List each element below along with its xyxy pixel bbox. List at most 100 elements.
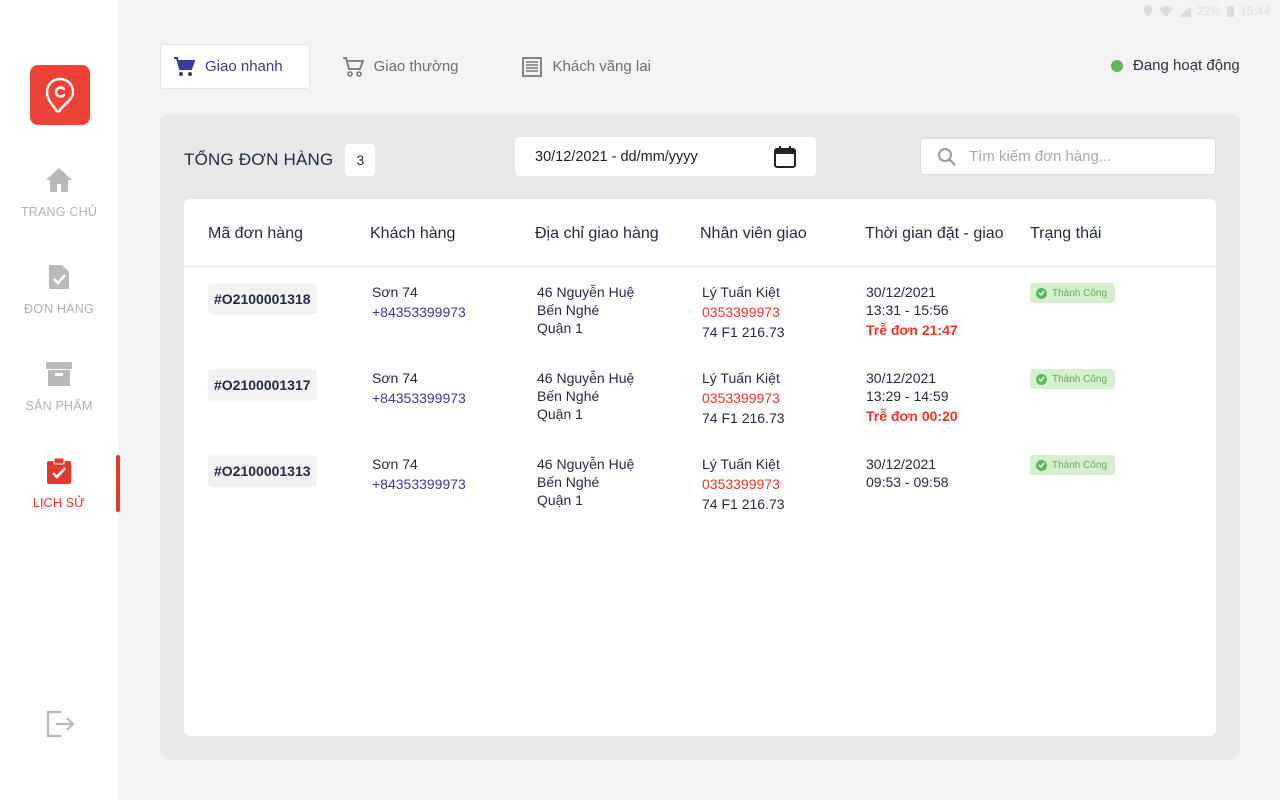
customer-phone[interactable]: +84353399973	[372, 476, 466, 492]
address-line: Quận 1	[537, 406, 583, 422]
location-icon	[1143, 5, 1152, 17]
search-box	[920, 138, 1216, 175]
staff-cell: Lý Tuấn Kiệt 0353399973 74 F1 216.73	[702, 369, 785, 427]
wifi-icon	[1158, 5, 1173, 17]
tab-label: Giao thường	[373, 58, 459, 75]
order-date: 30/12/2021	[866, 284, 937, 300]
customer-name: Sơn 74	[372, 284, 418, 300]
orders-panel: TỔNG ĐƠN HÀNG 3 30/12/2021 - dd/mm/yyyy …	[160, 114, 1240, 760]
search-input[interactable]	[969, 148, 1199, 165]
sidebar-item-label: TRANG CHỦ	[20, 205, 98, 219]
address-line: 46 Nguyễn Huệ	[537, 456, 635, 472]
total-orders-label: TỔNG ĐƠN HÀNG	[184, 150, 334, 169]
header-staff: Nhân viên giao	[700, 225, 807, 242]
app-logo	[30, 65, 90, 125]
cart-icon	[173, 56, 195, 78]
status-label: Thành Công	[1052, 287, 1108, 299]
time-range: 09:53 - 09:58	[866, 474, 949, 490]
sidebar: TRANG CHỦ ĐƠN HÀNG SẢN PHẨM LỊCH SỬ	[0, 0, 120, 800]
battery-percent: 22%	[1196, 4, 1221, 18]
tab-fast-delivery[interactable]: Giao nhanh	[160, 44, 310, 89]
table-row[interactable]: #O2100001313 Sơn 74 +84353399973 46 Nguy…	[184, 439, 1216, 525]
customer-name: Sơn 74	[372, 456, 418, 472]
customer-cell: Sơn 74 +84353399973	[372, 455, 466, 493]
receipt-icon	[521, 56, 543, 78]
order-id: #O2100001313	[208, 455, 317, 487]
staff-phone[interactable]: 0353399973	[702, 476, 780, 492]
staff-phone[interactable]: 0353399973	[702, 304, 780, 320]
online-status: Đang hoạt động	[1111, 57, 1240, 74]
header-time: Thời gian đặt - giao	[865, 225, 1004, 242]
header-address: Địa chỉ giao hàng	[535, 225, 659, 242]
sidebar-item-products[interactable]: SẢN PHẨM	[0, 359, 118, 439]
order-id: #O2100001317	[208, 369, 317, 401]
check-circle-icon	[1036, 373, 1047, 385]
logo-icon	[45, 77, 75, 113]
system-status-bar: 22% 16:44	[1143, 4, 1270, 18]
status-badge: Thành Công	[1030, 283, 1116, 303]
delivery-tabs: Giao nhanh Giao thường Khách vãng lai	[160, 44, 651, 89]
calendar-icon	[774, 145, 796, 168]
address-line: Quận 1	[537, 320, 583, 336]
staff-plate: 74 F1 216.73	[702, 410, 785, 426]
address-line: Bến Nghé	[537, 302, 600, 318]
date-filter-value: 30/12/2021 - dd/mm/yyyy	[535, 148, 698, 165]
address-line: 46 Nguyễn Huệ	[537, 284, 635, 300]
address-line: Quận 1	[537, 492, 583, 508]
order-date: 30/12/2021	[866, 456, 937, 472]
staff-name: Lý Tuấn Kiệt	[702, 284, 780, 300]
search-icon	[938, 147, 956, 166]
staff-phone[interactable]: 0353399973	[702, 390, 780, 406]
table-row[interactable]: #O2100001318 Sơn 74 +84353399973 46 Nguy…	[184, 267, 1216, 353]
address-line: Bến Nghé	[537, 474, 600, 490]
time-cell: 30/12/2021 09:53 - 09:58	[866, 455, 949, 491]
customer-phone[interactable]: +84353399973	[372, 304, 466, 320]
address-cell: 46 Nguyễn Huệ Bến Nghé Quận 1	[537, 283, 634, 337]
orders-table: Mã đơn hàng Khách hàng Địa chỉ giao hàng…	[184, 199, 1216, 736]
cart-outline-icon	[342, 56, 364, 78]
logout-button[interactable]	[45, 710, 75, 738]
address-line: Bến Nghé	[537, 388, 600, 404]
sidebar-item-label: LỊCH SỬ	[32, 496, 86, 510]
active-indicator	[116, 455, 120, 512]
home-icon	[44, 165, 74, 195]
header-order-id: Mã đơn hàng	[208, 225, 303, 242]
archive-icon	[44, 359, 74, 389]
tab-label: Giao nhanh	[205, 58, 283, 75]
table-header: Mã đơn hàng Khách hàng Địa chỉ giao hàng…	[184, 199, 1216, 267]
status-label: Thành Công	[1052, 459, 1108, 471]
staff-cell: Lý Tuấn Kiệt 0353399973 74 F1 216.73	[702, 283, 785, 341]
staff-plate: 74 F1 216.73	[702, 496, 785, 512]
staff-cell: Lý Tuấn Kiệt 0353399973 74 F1 216.73	[702, 455, 785, 513]
total-orders-count: 3	[345, 144, 376, 176]
time-cell: 30/12/2021 13:31 - 15:56 Trễ đơn 21:47	[866, 283, 958, 339]
status-label: Thành Công	[1052, 373, 1108, 385]
clock: 16:44	[1239, 4, 1270, 18]
address-cell: 46 Nguyễn Huệ Bến Nghé Quận 1	[537, 455, 634, 509]
status-badge: Thành Công	[1030, 369, 1116, 389]
battery-icon	[1226, 6, 1234, 17]
sidebar-item-orders[interactable]: ĐƠN HÀNG	[0, 262, 118, 342]
staff-plate: 74 F1 216.73	[702, 324, 785, 340]
address-line: 46 Nguyễn Huệ	[537, 370, 635, 386]
header-status: Trạng thái	[1030, 225, 1102, 242]
order-date: 30/12/2021	[866, 370, 937, 386]
tab-walk-in-customer[interactable]: Khách vãng lai	[521, 44, 651, 89]
address-cell: 46 Nguyễn Huệ Bến Nghé Quận 1	[537, 369, 634, 423]
time-range: 13:29 - 14:59	[866, 388, 949, 404]
customer-phone[interactable]: +84353399973	[372, 390, 466, 406]
staff-name: Lý Tuấn Kiệt	[702, 456, 780, 472]
tab-standard-delivery[interactable]: Giao thường	[342, 44, 459, 89]
time-range: 13:31 - 15:56	[866, 302, 949, 318]
late-warning: Trễ đơn 21:47	[866, 322, 958, 338]
sidebar-item-history[interactable]: LỊCH SỬ	[0, 456, 118, 536]
date-filter[interactable]: 30/12/2021 - dd/mm/yyyy	[515, 137, 816, 176]
tab-label: Khách vãng lai	[552, 58, 651, 75]
order-icon	[44, 262, 74, 292]
table-row[interactable]: #O2100001317 Sơn 74 +84353399973 46 Nguy…	[184, 353, 1216, 439]
sidebar-item-home[interactable]: TRANG CHỦ	[0, 165, 118, 245]
online-status-label: Đang hoạt động	[1133, 57, 1240, 74]
online-dot	[1111, 59, 1123, 72]
header-customer: Khách hàng	[370, 225, 456, 242]
order-summary: TỔNG ĐƠN HÀNG 3	[184, 144, 376, 176]
